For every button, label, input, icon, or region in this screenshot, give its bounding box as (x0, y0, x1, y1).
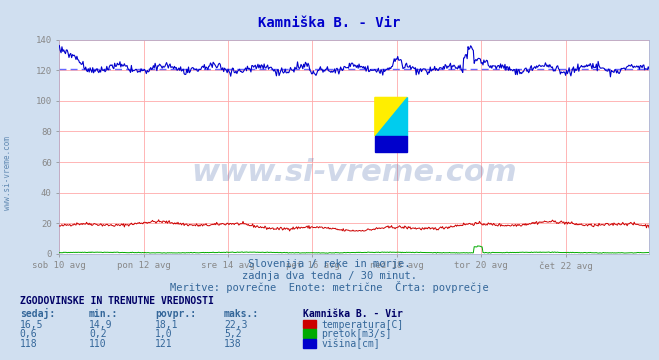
Polygon shape (375, 98, 407, 136)
Text: 18,1: 18,1 (155, 320, 179, 330)
Text: 22,3: 22,3 (224, 320, 248, 330)
Text: 138: 138 (224, 339, 242, 349)
Text: 5,2: 5,2 (224, 329, 242, 339)
Text: Meritve: povrečne  Enote: metrične  Črta: povprečje: Meritve: povrečne Enote: metrične Črta: … (170, 281, 489, 293)
Text: 0,6: 0,6 (20, 329, 38, 339)
Text: Kamniška B. - Vir: Kamniška B. - Vir (258, 16, 401, 30)
Text: 0,2: 0,2 (89, 329, 107, 339)
Text: www.si-vreme.com: www.si-vreme.com (191, 158, 517, 187)
Text: 1,0: 1,0 (155, 329, 173, 339)
Text: povpr.:: povpr.: (155, 309, 196, 319)
Text: www.si-vreme.com: www.si-vreme.com (3, 136, 13, 210)
Text: 16,5: 16,5 (20, 320, 43, 330)
Text: pretok[m3/s]: pretok[m3/s] (322, 329, 392, 339)
Text: Kamniška B. - Vir: Kamniška B. - Vir (303, 309, 403, 319)
Polygon shape (375, 98, 407, 136)
Text: min.:: min.: (89, 309, 119, 319)
Text: 110: 110 (89, 339, 107, 349)
Text: zadnja dva tedna / 30 minut.: zadnja dva tedna / 30 minut. (242, 271, 417, 281)
Text: Slovenija / reke in morje.: Slovenija / reke in morje. (248, 259, 411, 269)
Text: 14,9: 14,9 (89, 320, 113, 330)
Text: maks.:: maks.: (224, 309, 259, 319)
Text: 121: 121 (155, 339, 173, 349)
Text: višina[cm]: višina[cm] (322, 339, 380, 349)
Text: ZGODOVINSKE IN TRENUTNE VREDNOSTI: ZGODOVINSKE IN TRENUTNE VREDNOSTI (20, 296, 214, 306)
Text: sedaj:: sedaj: (20, 308, 55, 319)
Polygon shape (375, 136, 407, 152)
Text: 118: 118 (20, 339, 38, 349)
Text: temperatura[C]: temperatura[C] (322, 320, 404, 330)
